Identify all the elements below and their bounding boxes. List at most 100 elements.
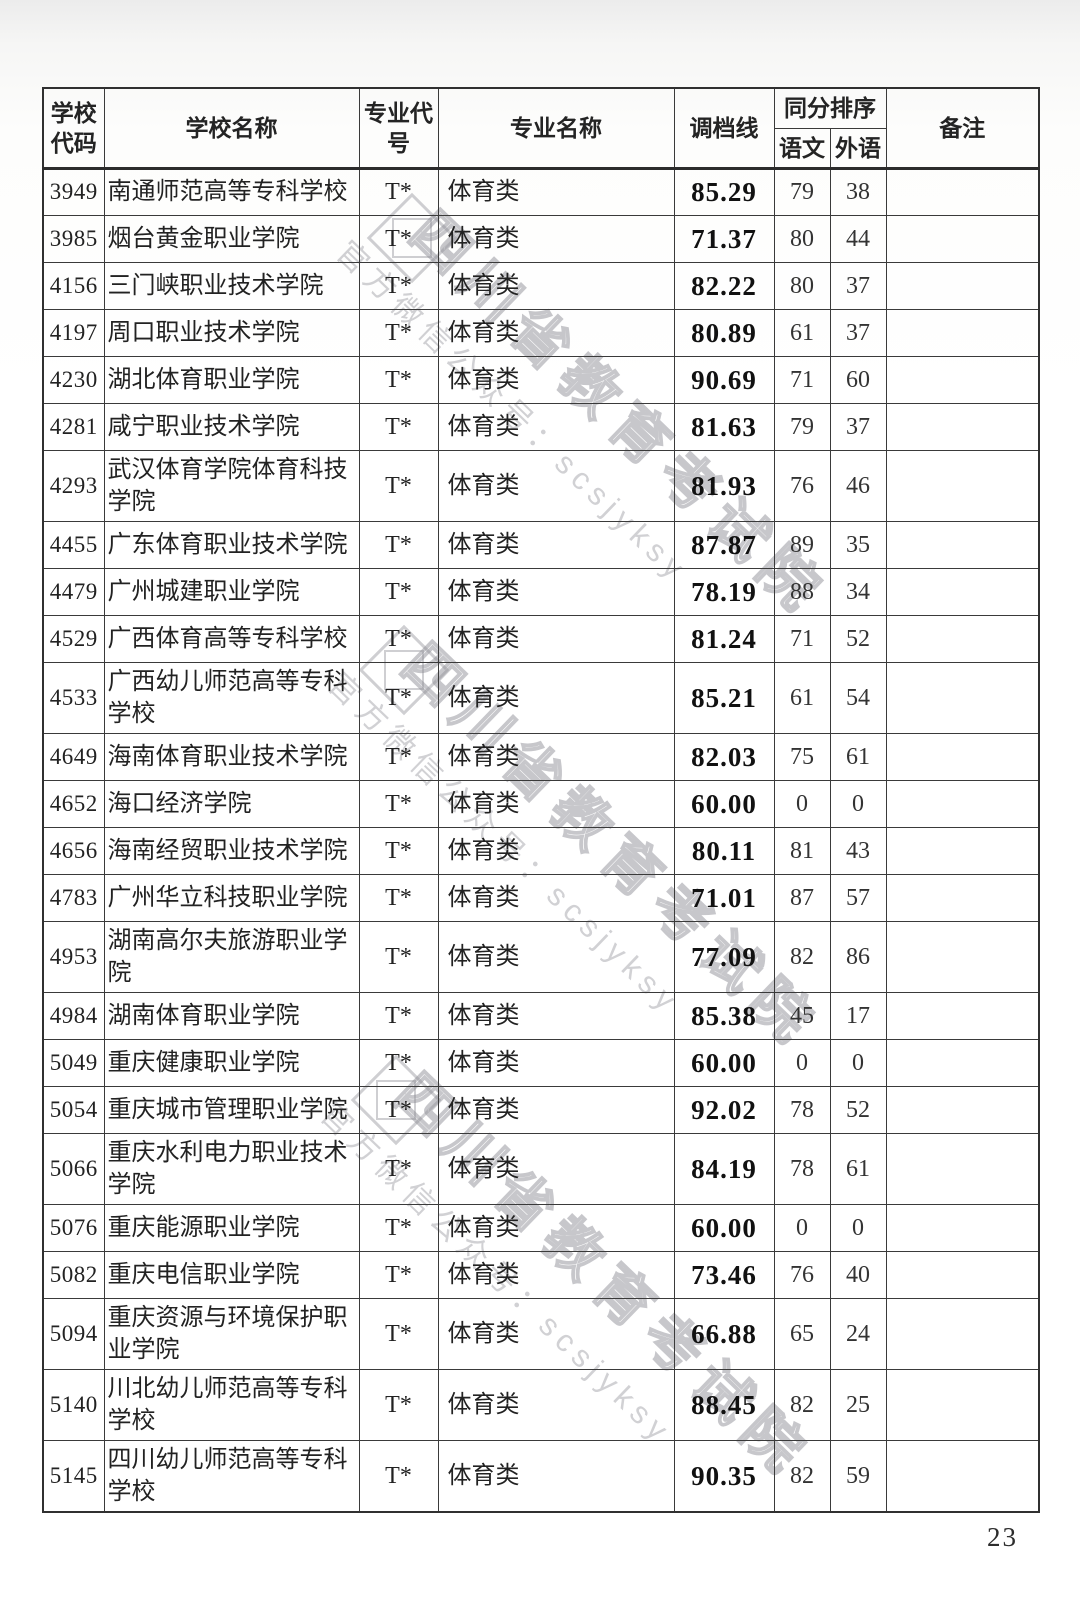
- major-name-cell: 体育类: [437, 167, 675, 216]
- page-number: 23: [987, 1522, 1018, 1552]
- note-cell: [885, 355, 1040, 404]
- chinese-score-cell: 45: [773, 991, 831, 1040]
- major-name-cell: 体育类: [437, 1439, 675, 1512]
- note-cell: [885, 1368, 1040, 1441]
- chinese-score-cell: 88: [773, 567, 831, 616]
- note-cell: [885, 261, 1040, 310]
- school-code-cell: 4783: [42, 873, 105, 922]
- chinese-score-cell: 79: [773, 402, 831, 451]
- school-name-cell: 湖北体育职业学院: [103, 355, 360, 404]
- note-cell: [885, 1038, 1040, 1087]
- school-code-cell: 5082: [42, 1250, 105, 1299]
- major-code-cell: T*: [358, 1368, 439, 1441]
- foreign-score-cell: 54: [829, 661, 887, 734]
- table-row: 5094 重庆资源与环境保护职业学院 T* 体育类 66.88 65 24: [42, 1297, 1040, 1370]
- note-cell: [885, 1250, 1040, 1299]
- major-name-cell: 体育类: [437, 732, 675, 781]
- foreign-score-cell: 57: [829, 873, 887, 922]
- major-name-cell: 体育类: [437, 449, 675, 522]
- school-code-cell: 4953: [42, 920, 105, 993]
- chinese-score-cell: 0: [773, 1203, 831, 1252]
- note-cell: [885, 402, 1040, 451]
- school-name-cell: 湖南高尔夫旅游职业学院: [103, 920, 360, 993]
- header-major-name: 专业名称: [437, 87, 675, 170]
- foreign-score-cell: 43: [829, 826, 887, 875]
- school-code-cell: 4529: [42, 614, 105, 663]
- chinese-score-cell: 82: [773, 920, 831, 993]
- major-code-cell: T*: [358, 402, 439, 451]
- school-code-cell: 4652: [42, 779, 105, 828]
- major-code-cell: T*: [358, 661, 439, 734]
- table-row: 4479 广州城建职业学院 T* 体育类 78.19 88 34: [42, 567, 1040, 616]
- chinese-score-cell: 76: [773, 1250, 831, 1299]
- score-line-cell: 81.63: [673, 402, 775, 451]
- school-name-cell: 重庆资源与环境保护职业学院: [103, 1297, 360, 1370]
- table-row: 5054 重庆城市管理职业学院 T* 体育类 92.02 78 52: [42, 1085, 1040, 1134]
- school-code-cell: 3949: [42, 167, 105, 216]
- school-code-cell: 5140: [42, 1368, 105, 1441]
- chinese-score-cell: 78: [773, 1085, 831, 1134]
- major-name-cell: 体育类: [437, 1368, 675, 1441]
- major-code-cell: T*: [358, 214, 439, 263]
- note-cell: [885, 167, 1040, 216]
- school-name-cell: 海南体育职业技术学院: [103, 732, 360, 781]
- table-row: 4529 广西体育高等专科学校 T* 体育类 81.24 71 52: [42, 614, 1040, 663]
- score-line-cell: 78.19: [673, 567, 775, 616]
- chinese-score-cell: 0: [773, 779, 831, 828]
- school-code-cell: 4281: [42, 402, 105, 451]
- major-code-cell: T*: [358, 991, 439, 1040]
- major-name-cell: 体育类: [437, 355, 675, 404]
- foreign-score-cell: 44: [829, 214, 887, 263]
- school-code-cell: 5054: [42, 1085, 105, 1134]
- foreign-score-cell: 25: [829, 1368, 887, 1441]
- note-cell: [885, 449, 1040, 522]
- header-school-name: 学校名称: [103, 87, 360, 170]
- foreign-score-cell: 34: [829, 567, 887, 616]
- school-name-cell: 重庆水利电力职业技术学院: [103, 1132, 360, 1205]
- table-row: 3949 南通师范高等专科学校 T* 体育类 85.29 79 38: [42, 167, 1040, 216]
- school-name-cell: 海南经贸职业技术学院: [103, 826, 360, 875]
- chinese-score-cell: 81: [773, 826, 831, 875]
- major-code-cell: T*: [358, 520, 439, 569]
- score-line-cell: 80.89: [673, 308, 775, 357]
- major-name-cell: 体育类: [437, 1203, 675, 1252]
- school-name-cell: 广西体育高等专科学校: [103, 614, 360, 663]
- table-row: 5082 重庆电信职业学院 T* 体育类 73.46 76 40: [42, 1250, 1040, 1299]
- major-code-cell: T*: [358, 1439, 439, 1512]
- table-row: 4156 三门峡职业技术学院 T* 体育类 82.22 80 37: [42, 261, 1040, 310]
- chinese-score-cell: 82: [773, 1439, 831, 1512]
- school-code-cell: 4649: [42, 732, 105, 781]
- foreign-score-cell: 37: [829, 261, 887, 310]
- note-cell: [885, 1085, 1040, 1134]
- major-name-cell: 体育类: [437, 826, 675, 875]
- major-name-cell: 体育类: [437, 1297, 675, 1370]
- chinese-score-cell: 61: [773, 661, 831, 734]
- major-code-cell: T*: [358, 732, 439, 781]
- major-code-cell: T*: [358, 1203, 439, 1252]
- major-code-cell: T*: [358, 614, 439, 663]
- table-row: 4281 咸宁职业技术学院 T* 体育类 81.63 79 37: [42, 402, 1040, 451]
- school-name-cell: 广州华立科技职业学院: [103, 873, 360, 922]
- major-code-cell: T*: [358, 1297, 439, 1370]
- score-line-cell: 88.45: [673, 1368, 775, 1441]
- table-row: 4455 广东体育职业技术学院 T* 体育类 87.87 89 35: [42, 520, 1040, 569]
- school-code-cell: 5049: [42, 1038, 105, 1087]
- note-cell: [885, 1439, 1040, 1512]
- foreign-score-cell: 37: [829, 308, 887, 357]
- chinese-score-cell: 79: [773, 167, 831, 216]
- school-code-cell: 4197: [42, 308, 105, 357]
- school-code-cell: 5066: [42, 1132, 105, 1205]
- major-name-cell: 体育类: [437, 567, 675, 616]
- foreign-score-cell: 0: [829, 1038, 887, 1087]
- note-cell: [885, 873, 1040, 922]
- score-line-cell: 85.29: [673, 167, 775, 216]
- school-code-cell: 4656: [42, 826, 105, 875]
- score-line-cell: 92.02: [673, 1085, 775, 1134]
- school-code-cell: 4230: [42, 355, 105, 404]
- school-name-cell: 湖南体育职业学院: [103, 991, 360, 1040]
- school-name-cell: 川北幼儿师范高等专科学校: [103, 1368, 360, 1441]
- note-cell: [885, 308, 1040, 357]
- major-name-cell: 体育类: [437, 402, 675, 451]
- score-line-cell: 82.22: [673, 261, 775, 310]
- major-code-cell: T*: [358, 355, 439, 404]
